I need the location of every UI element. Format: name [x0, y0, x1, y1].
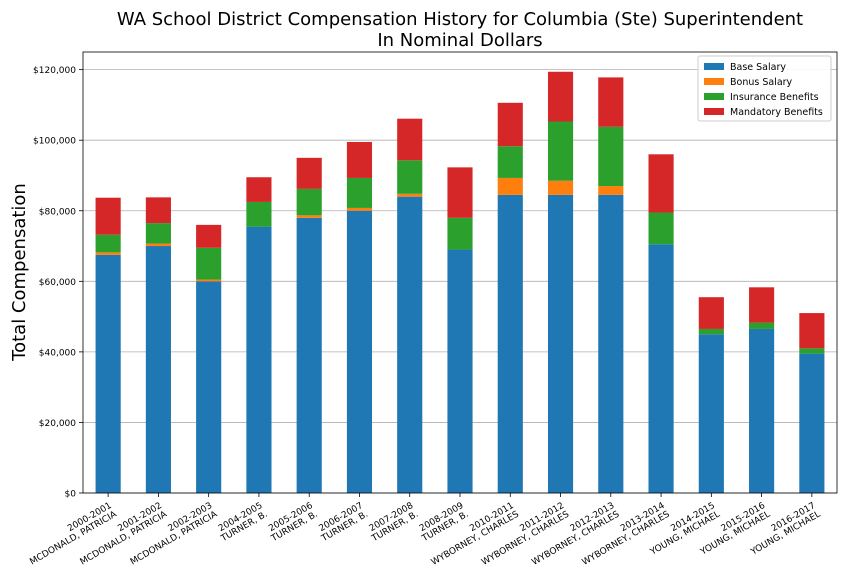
bar-segment [397, 193, 423, 197]
bar-segment [145, 246, 171, 493]
bar-segment [447, 249, 473, 493]
bar-segment [246, 201, 272, 227]
chart-title: WA School District Compensation History … [117, 9, 803, 30]
bar-segment [196, 224, 222, 248]
bar-segment [397, 118, 423, 161]
bar-segment [749, 322, 775, 329]
legend-label: Bonus Salary [730, 77, 793, 88]
bar-segment [749, 328, 775, 493]
bar-segment [648, 212, 674, 245]
legend-swatch [704, 108, 724, 115]
bar-segment [346, 210, 373, 493]
bar-segment [799, 353, 825, 493]
bar-segment [698, 334, 724, 493]
bar-segment [648, 244, 674, 493]
bar-segment [598, 77, 624, 127]
bar-segment [95, 252, 121, 255]
bar-segment [698, 328, 724, 335]
bar-segment [648, 154, 674, 213]
x-tick-label-name: MCDONALD, PATRICIA [28, 509, 119, 567]
bar-segment [246, 226, 272, 494]
bar-segment [598, 186, 624, 195]
legend-swatch [704, 93, 724, 100]
bar-segment [346, 207, 373, 211]
bar-segment [598, 194, 624, 493]
bar-segment [246, 177, 272, 202]
y-tick-label: $100,000 [33, 137, 76, 147]
bar-segment [497, 102, 523, 147]
bar-segment [547, 121, 574, 181]
bar-segment [95, 254, 121, 493]
bar-segment [799, 313, 825, 349]
bar-segment [447, 217, 473, 250]
bar-segment [196, 247, 222, 280]
y-tick-label: $40,000 [39, 348, 76, 358]
y-tick-label: $80,000 [39, 207, 76, 217]
chart-subtitle: In Nominal Dollars [377, 30, 542, 51]
bar-segment [296, 215, 322, 218]
bar-segment [145, 243, 171, 247]
bar-segment [698, 297, 724, 329]
bar-segment [196, 281, 222, 493]
bar-segment [196, 279, 222, 282]
bar-segment [145, 223, 171, 244]
legend: Base Salary Bonus Salary Insurance Benefit… [697, 55, 832, 122]
y-tick-label: $120,000 [33, 66, 76, 76]
bar-segment [346, 177, 373, 208]
bars [95, 71, 825, 494]
y-tick-label: $20,000 [39, 419, 76, 429]
y-ticks: $0 $20,000 $40,000 $60,000 $80,000 $100,000 $1… [33, 66, 83, 500]
bar-segment [447, 167, 473, 218]
legend-swatch [704, 78, 724, 85]
y-axis-label: Total Compensation [9, 183, 30, 362]
bar-segment [799, 348, 825, 354]
y-tick-label: $60,000 [39, 278, 76, 288]
bar-segment [497, 146, 523, 178]
bar-segment [547, 194, 574, 493]
bar-segment [296, 188, 322, 216]
bar-segment [497, 194, 523, 493]
bar-segment [346, 141, 373, 178]
legend-swatch [704, 63, 724, 70]
bar-segment [145, 197, 171, 224]
y-tick-label: $0 [65, 490, 77, 500]
bar-segment [547, 71, 574, 122]
bar-segment [95, 197, 121, 235]
bar-segment [95, 234, 121, 253]
bar-segment [547, 180, 574, 195]
legend-label: Mandatory Benefits [730, 107, 823, 118]
legend-label: Insurance Benefits [730, 92, 819, 103]
bar-segment [497, 177, 523, 195]
legend-box [697, 55, 832, 122]
bar-segment [397, 196, 423, 493]
bar-segment [749, 287, 775, 323]
bar-segment [296, 217, 322, 494]
bar-segment [397, 160, 423, 194]
bar-segment [598, 126, 624, 187]
bar-segment [296, 157, 322, 189]
legend-label: Base Salary [730, 62, 786, 73]
